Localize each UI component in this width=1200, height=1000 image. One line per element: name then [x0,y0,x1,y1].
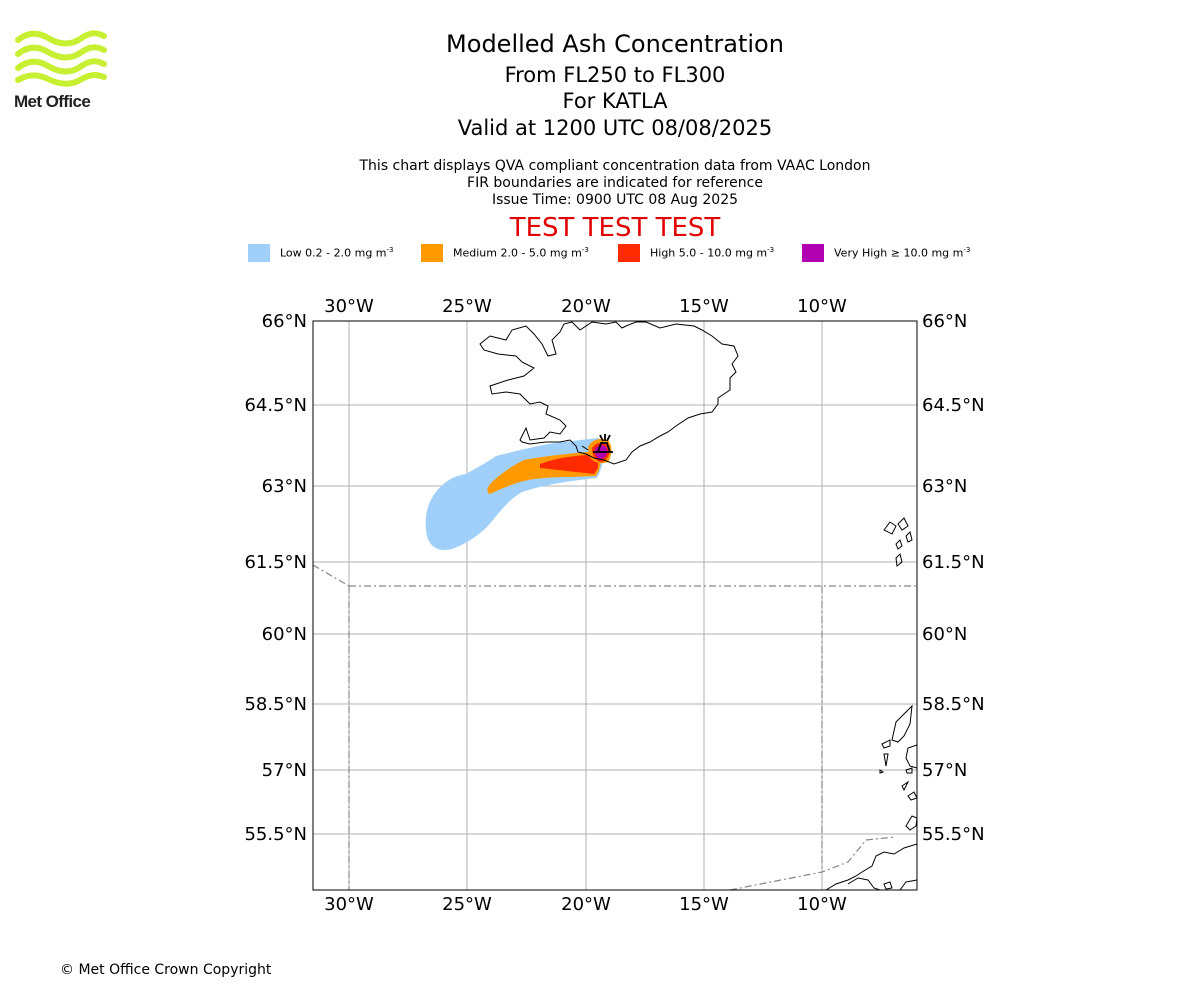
lon-tick-bottom-10w: 10°W [797,894,847,915]
ireland-north-headland [847,877,881,890]
test-banner: TEST TEST TEST [509,213,721,243]
vestmannaeyjar-marker [581,445,589,451]
volcano-icon [593,434,613,453]
coastlines [479,321,917,890]
met-office-wave-icon [15,30,107,87]
issue-time: Issue Time: 0900 UTC 08 Aug 2025 [491,192,739,208]
lat-tick-right-63n: 63°N [922,476,967,497]
lat-tick-left-55-5n: 55.5°N [244,824,307,845]
ireland-north-coast [825,843,917,890]
map-background [313,321,917,890]
lat-tick-right-55-5n: 55.5°N [922,824,985,845]
scotland-southwest-coast [899,879,917,890]
legend-swatch-medium [421,244,443,262]
lon-tick-bottom-25w: 25°W [442,894,492,915]
legend-swatch-very-high [802,244,824,262]
lat-tick-right-60n: 60°N [922,624,967,645]
lon-tick-top-15w: 15°W [679,296,729,317]
met-office-logo: Met Office [14,30,110,114]
lon-tick-bottom-30w: 30°W [324,894,374,915]
copyright-notice: © Met Office Crown Copyright [60,962,272,978]
ash-concentration [425,438,612,550]
axis-tick-labels: 30°W 25°W 20°W 15°W 10°W 30°W 25°W 20°W … [244,296,984,915]
chart-title: Modelled Ash Concentration [446,30,784,58]
faroe-island-2 [897,517,909,531]
hebrides-islet-3 [879,769,885,774]
logo-text: Met Office [14,92,91,111]
info-line-source: This chart displays QVA compliant concen… [359,158,871,174]
lat-tick-right-66n: 66°N [922,311,967,332]
lon-tick-bottom-20w: 20°W [561,894,611,915]
faroe-island-1 [883,521,897,535]
lon-tick-top-30w: 30°W [324,296,374,317]
lon-tick-top-25w: 25°W [442,296,492,317]
fir-boundaries [313,564,917,890]
info-line-fir: FIR boundaries are indicated for referen… [467,175,763,191]
map-frame [312,320,918,891]
lat-tick-right-58-5n: 58.5°N [922,694,985,715]
scotland-islet-5 [883,881,893,890]
lat-tick-right-64-5n: 64.5°N [922,395,985,416]
faroe-island-5 [895,553,903,567]
lat-tick-left-61-5n: 61.5°N [244,552,307,573]
lat-tick-left-57n: 57°N [262,760,307,781]
outer-hebrides [891,704,913,743]
lat-tick-left-58-5n: 58.5°N [244,694,307,715]
volcano-name: For KATLA [562,89,668,113]
iceland-coastline [479,321,739,465]
legend-label-high: High 5.0 - 10.0 mg m-3 [650,246,775,260]
fir-boundary-southeast [729,836,896,890]
ash-area-high [540,452,598,474]
lat-tick-left-64-5n: 64.5°N [244,395,307,416]
lat-tick-left-63n: 63°N [262,476,307,497]
scotland-west-coast [905,744,917,769]
legend-label-low: Low 0.2 - 2.0 mg m-3 [280,246,394,260]
lat-tick-right-57n: 57°N [922,760,967,781]
faroe-island-4 [905,531,913,543]
lon-tick-top-10w: 10°W [797,296,847,317]
lat-tick-right-61-5n: 61.5°N [922,552,985,573]
scotland-islet-2 [901,780,910,792]
lon-tick-top-20w: 20°W [561,296,611,317]
lat-tick-left-66n: 66°N [262,311,307,332]
legend-label-very-high: Very High ≥ 10.0 mg m-3 [834,246,971,260]
scotland-islet-1 [905,767,913,774]
flight-level-range: From FL250 to FL300 [504,63,726,87]
legend-swatch-low [248,244,270,262]
valid-time: Valid at 1200 UTC 08/08/2025 [457,116,773,140]
legend-swatch-high [618,244,640,262]
hebrides-islet-2 [883,753,889,767]
fir-boundary-iceland-west [313,564,350,587]
legend-label-medium: Medium 2.0 - 5.0 mg m-3 [453,246,589,260]
hebrides-islet-1 [881,739,891,749]
lon-tick-bottom-15w: 15°W [679,894,729,915]
lat-tick-left-60n: 60°N [262,624,307,645]
scotland-islet-3 [907,791,917,801]
faroe-island-3 [895,539,903,550]
